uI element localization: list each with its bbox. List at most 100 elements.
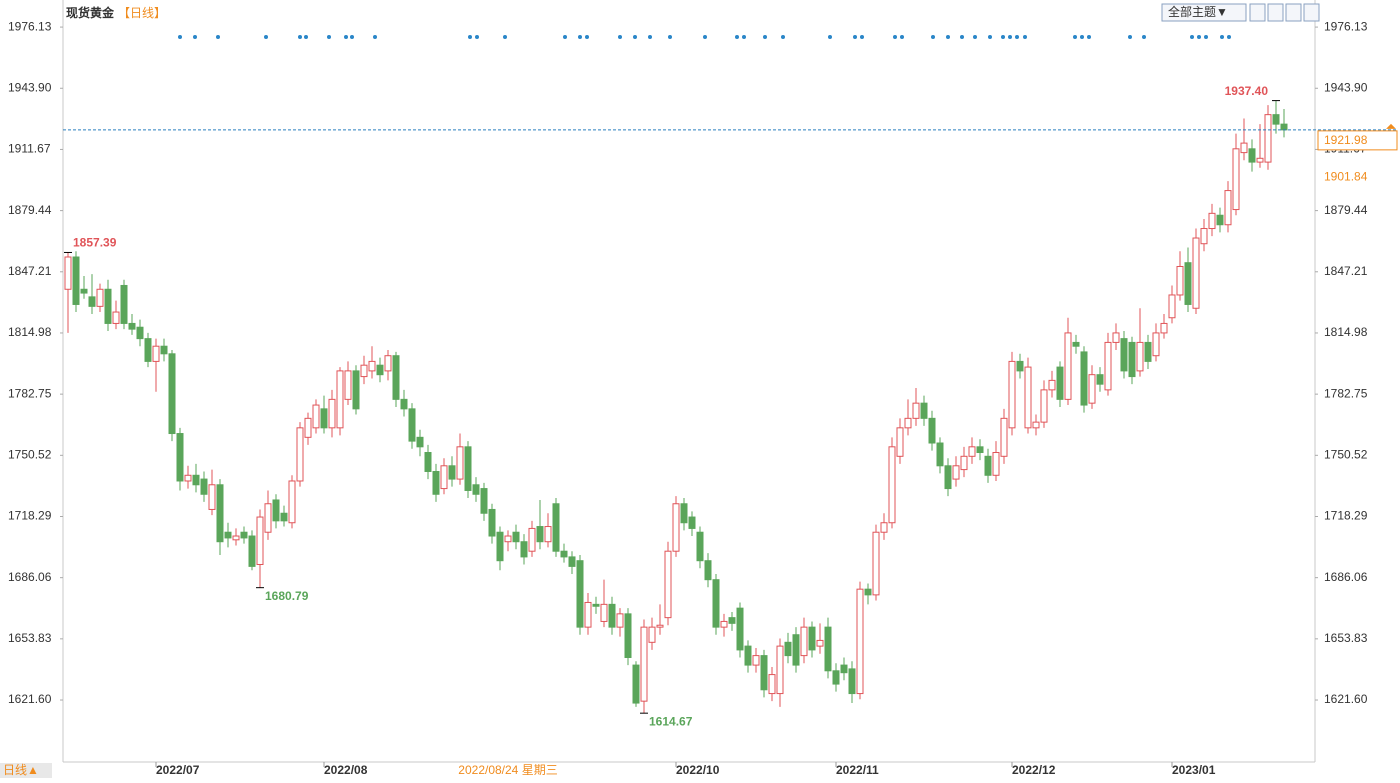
event-dot [1023, 35, 1027, 39]
candle-body [624, 613, 632, 659]
candle-body [144, 338, 152, 362]
tool-button[interactable] [1303, 3, 1320, 22]
candle-body [400, 398, 408, 410]
candle-body [944, 465, 952, 490]
y-tick-label: 1911.67 [8, 142, 51, 156]
x-tick-label: 2023/01 [1172, 763, 1216, 777]
candle-body [688, 516, 696, 529]
y-tick-label: 1621.60 [8, 692, 52, 706]
y-tick-label-right: 1718.29 [1324, 509, 1368, 523]
y-tick-label-right: 1621.60 [1324, 692, 1368, 706]
candle-body [584, 601, 592, 628]
event-dot [1190, 35, 1194, 39]
event-dot [860, 35, 864, 39]
candle-body [168, 353, 176, 435]
candle-body [488, 508, 496, 537]
y-tick-label: 1718.29 [8, 509, 52, 523]
candle-body [1120, 338, 1128, 372]
event-dot [1204, 35, 1208, 39]
candle-body [560, 550, 568, 558]
candle-body [320, 408, 328, 429]
candle-body [1096, 374, 1104, 385]
candle-body [192, 474, 200, 486]
candle-body [1248, 148, 1256, 163]
event-dot [742, 35, 746, 39]
candle-body [184, 474, 192, 482]
candle-body [816, 639, 824, 647]
candle-body [104, 288, 112, 324]
candle-body [368, 360, 376, 372]
annotation-label: 1680.79 [265, 589, 309, 603]
candle-body [1080, 351, 1088, 406]
y-tick-label-right: 1653.83 [1324, 631, 1368, 645]
candle-body [592, 603, 600, 607]
candle-body [1056, 366, 1064, 400]
candle-body [840, 664, 848, 674]
x-tick-label: 2022/12 [1012, 763, 1056, 777]
event-dot [1142, 35, 1146, 39]
period-toggle-bg[interactable] [0, 763, 52, 778]
candle-body [1256, 157, 1264, 163]
candle-body [784, 641, 792, 657]
event-dot [468, 35, 472, 39]
period-toggle[interactable]: 日线▲ [3, 763, 39, 777]
candle-body [512, 531, 520, 543]
candle-body [968, 446, 976, 457]
event-dot [931, 35, 935, 39]
event-dot [373, 35, 377, 39]
candle-body [1088, 374, 1096, 404]
candle-body [912, 402, 920, 419]
event-dot [178, 35, 182, 39]
candle-body [1112, 332, 1120, 343]
candle-body [880, 522, 888, 533]
candle-body [240, 531, 248, 539]
candle-body [552, 503, 560, 552]
candle-body [496, 531, 504, 562]
candle-body [640, 626, 648, 702]
candle-body [1048, 379, 1056, 391]
candle-body [1032, 421, 1040, 429]
theme-button-label[interactable]: 全部主题▼ [1168, 4, 1228, 19]
event-dot [1073, 35, 1077, 39]
last-price-tag [1317, 130, 1398, 151]
candle-body [432, 470, 440, 495]
tool-button[interactable] [1249, 3, 1266, 22]
candle-body [680, 503, 688, 524]
candle-body [456, 446, 464, 480]
candle-body [1224, 190, 1232, 226]
event-dot [763, 35, 767, 39]
candle-body [1200, 228, 1208, 245]
candle-body [272, 499, 280, 522]
tool-button[interactable] [1267, 3, 1284, 22]
candle-body [280, 512, 288, 522]
annotation-label: 1614.67 [649, 714, 693, 728]
event-dot [960, 35, 964, 39]
event-dot [988, 35, 992, 39]
candle-body [72, 256, 80, 305]
candle-body [336, 370, 344, 429]
candle-body [1000, 417, 1008, 457]
candle-body [984, 455, 992, 476]
candle-body [1280, 123, 1288, 131]
candle-body [176, 433, 184, 482]
candle-body [576, 560, 584, 628]
y-tick-label-right: 1750.52 [1324, 447, 1368, 461]
candle-body [288, 480, 296, 524]
candle-body [1272, 114, 1280, 125]
candle-body [544, 526, 552, 543]
y-tick-label: 1976.13 [8, 19, 52, 33]
event-dot [475, 35, 479, 39]
candle-body [1176, 265, 1184, 296]
candle-body [736, 607, 744, 651]
candle-body [424, 452, 432, 472]
candle-body [472, 484, 480, 495]
theme-button[interactable] [1161, 3, 1247, 22]
event-dot [585, 35, 589, 39]
candle-body [352, 370, 360, 410]
candle-body [296, 427, 304, 482]
event-dot [1227, 35, 1231, 39]
candle-body [264, 503, 272, 533]
candle-body [200, 478, 208, 495]
tool-button[interactable] [1285, 3, 1302, 22]
annotation-label: 1937.40 [1225, 84, 1269, 98]
